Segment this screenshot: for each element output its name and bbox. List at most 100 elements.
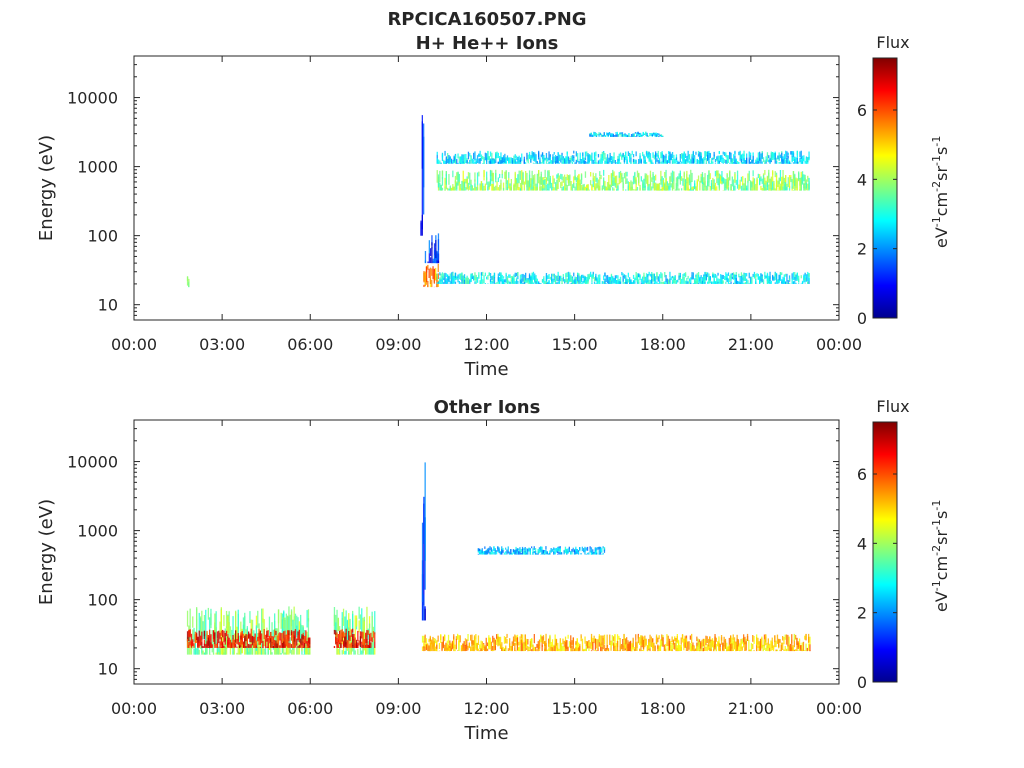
flux-stroke xyxy=(446,640,448,648)
flux-stroke xyxy=(613,157,615,163)
flux-stroke xyxy=(634,163,636,164)
flux-stroke xyxy=(632,154,635,158)
flux-stroke xyxy=(544,551,546,555)
flux-stroke xyxy=(488,645,490,650)
flux-stroke xyxy=(738,151,740,156)
flux-stroke xyxy=(486,648,489,651)
flux-stroke xyxy=(470,649,472,651)
flux-stroke xyxy=(218,646,220,655)
flux-stroke xyxy=(502,155,505,162)
flux-stroke xyxy=(651,162,653,164)
flux-stroke xyxy=(275,628,277,642)
flux-stroke xyxy=(240,635,242,640)
flux-stroke xyxy=(778,152,780,161)
flux-stroke xyxy=(478,171,480,177)
flux-stroke xyxy=(281,647,284,648)
flux-stroke xyxy=(249,644,251,648)
flux-stroke xyxy=(716,170,718,184)
flux-stroke xyxy=(336,632,338,638)
flux-stroke xyxy=(582,158,584,163)
flux-stroke xyxy=(593,277,596,282)
flux-stroke xyxy=(609,152,611,161)
flux-stroke xyxy=(751,182,753,188)
flux-stroke xyxy=(206,630,208,640)
flux-stroke xyxy=(558,162,561,164)
flux-stroke xyxy=(757,637,759,645)
flux-stroke xyxy=(656,133,659,137)
flux-stroke xyxy=(592,178,594,188)
flux-stroke xyxy=(778,274,780,281)
flux-stroke xyxy=(567,646,569,651)
flux-stroke xyxy=(684,178,687,190)
flux-stroke xyxy=(309,638,311,645)
flux-stroke xyxy=(659,134,661,137)
flux-stroke xyxy=(715,637,717,642)
flux-stroke xyxy=(656,158,658,162)
flux-stroke xyxy=(527,279,529,284)
flux-stroke xyxy=(796,187,798,191)
flux-stroke xyxy=(769,276,771,281)
flux-stroke xyxy=(355,639,358,648)
flux-stroke xyxy=(794,280,796,284)
flux-stroke xyxy=(634,136,637,137)
flux-stroke xyxy=(467,172,470,179)
flux-stroke xyxy=(284,652,286,655)
flux-stroke xyxy=(527,154,529,164)
flux-stroke xyxy=(547,554,550,555)
flux-stroke xyxy=(688,174,691,186)
flux-stroke xyxy=(189,639,191,655)
flux-stroke xyxy=(621,132,624,135)
flux-stroke xyxy=(437,281,440,284)
flux-stroke xyxy=(649,647,651,652)
flux-stroke xyxy=(514,177,516,191)
flux-stroke xyxy=(768,155,770,159)
flux-stroke xyxy=(580,282,583,284)
flux-stroke xyxy=(775,640,777,648)
flux-stroke xyxy=(284,617,286,631)
flux-stroke xyxy=(433,640,435,652)
flux-stroke xyxy=(674,162,676,164)
flux-stroke xyxy=(534,152,536,160)
flux-stroke xyxy=(495,173,497,183)
flux-stroke xyxy=(466,277,468,284)
flux-stroke xyxy=(365,645,367,655)
flux-stroke xyxy=(587,641,589,649)
flux-stroke xyxy=(603,281,605,284)
flux-stroke xyxy=(515,635,517,642)
flux-stroke xyxy=(657,283,659,284)
flux-stroke xyxy=(772,152,774,158)
flux-stroke xyxy=(791,634,793,644)
flux-stroke xyxy=(757,173,759,178)
flux-stroke xyxy=(552,161,554,164)
flux-stroke xyxy=(679,177,681,185)
flux-stroke xyxy=(528,647,530,652)
flux-stroke xyxy=(769,271,771,279)
flux-stroke xyxy=(756,157,758,164)
flux-stroke xyxy=(336,637,338,646)
flux-stroke xyxy=(471,273,473,277)
flux-stroke xyxy=(439,160,441,164)
flux-stroke xyxy=(554,182,557,191)
flux-stroke xyxy=(562,158,564,164)
flux-stroke xyxy=(636,642,638,649)
flux-stroke xyxy=(660,272,662,279)
flux-stroke xyxy=(792,178,795,189)
flux-stroke xyxy=(709,173,711,180)
flux-stroke xyxy=(792,157,795,161)
flux-stroke xyxy=(586,188,588,191)
flux-stroke xyxy=(582,152,584,156)
flux-stroke xyxy=(514,551,516,555)
flux-stroke xyxy=(499,278,501,284)
flux-stroke xyxy=(634,159,636,164)
flux-stroke xyxy=(632,189,635,191)
flux-stroke xyxy=(450,272,453,280)
flux-stroke xyxy=(645,173,648,184)
flux-stroke xyxy=(599,548,602,553)
flux-stroke xyxy=(799,179,801,191)
flux-stroke xyxy=(571,277,574,284)
flux-stroke xyxy=(710,641,712,650)
flux-stroke xyxy=(599,163,601,164)
flux-stroke xyxy=(740,282,743,284)
flux-stroke xyxy=(215,611,217,638)
flux-stroke xyxy=(632,637,634,648)
